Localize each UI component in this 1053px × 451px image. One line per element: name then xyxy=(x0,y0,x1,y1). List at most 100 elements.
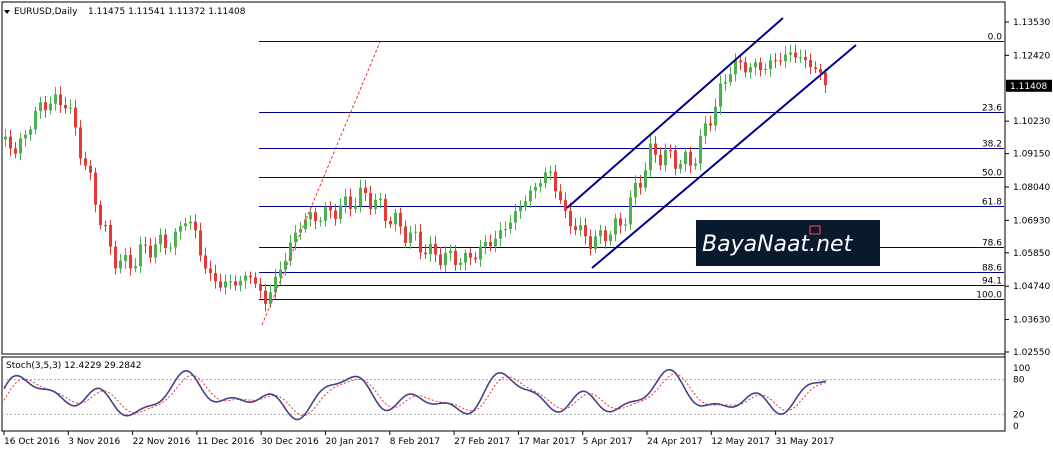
candle xyxy=(734,53,737,82)
candle xyxy=(159,228,162,253)
candle xyxy=(244,271,247,289)
candle xyxy=(204,247,207,274)
candle xyxy=(594,230,597,254)
price-tick-label: 1.04740 xyxy=(1013,282,1050,292)
candle xyxy=(624,218,627,232)
candle xyxy=(239,275,242,292)
candle xyxy=(299,222,302,240)
fib-level-label: 61.8 xyxy=(982,198,1002,208)
price-tick-label: 1.05850 xyxy=(1013,249,1050,259)
candle xyxy=(769,53,772,77)
stoch-label: Stoch(3,5,3) 12.4229 29.2842 xyxy=(6,361,141,371)
candle xyxy=(329,201,332,219)
date-tick-label: 31 May 2017 xyxy=(776,437,835,447)
stochastic-indicator: Stoch(3,5,3) 12.4229 29.2842 100 80 20 0 xyxy=(2,361,1030,432)
candle xyxy=(229,274,232,290)
candle xyxy=(709,115,712,132)
candle xyxy=(579,217,582,237)
candle xyxy=(739,54,742,71)
date-tick-label: 20 Jan 2017 xyxy=(326,437,380,447)
candle xyxy=(144,236,147,254)
candle xyxy=(599,224,602,245)
candle xyxy=(574,218,577,236)
ohlc-values: 1.11475 1.11541 1.11372 1.11408 xyxy=(88,7,246,17)
collapse-arrow-icon[interactable] xyxy=(4,10,10,14)
candle xyxy=(789,44,792,63)
candle xyxy=(459,258,462,271)
trend-channel[interactable] xyxy=(261,17,857,326)
watermark-logo: BayaNaat.net xyxy=(696,220,880,266)
candle xyxy=(414,224,417,241)
channel-lower-line[interactable] xyxy=(591,44,857,269)
candle xyxy=(199,222,202,262)
price-tick-label: 1.06930 xyxy=(1013,216,1050,226)
candle xyxy=(479,239,482,267)
candle xyxy=(49,96,52,115)
candle xyxy=(554,164,557,199)
candle xyxy=(24,130,27,147)
candle xyxy=(304,213,307,233)
price-axis: 1.13530 1.12420 1.11408 1.10230 1.09150 1.080… xyxy=(1005,18,1052,358)
candle xyxy=(314,207,317,230)
candle xyxy=(334,204,337,226)
fib-base-dashed-line[interactable] xyxy=(261,41,381,326)
candle xyxy=(634,175,637,206)
date-tick-label: 24 Apr 2017 xyxy=(647,437,703,447)
stoch-signal-line xyxy=(3,373,827,417)
candle xyxy=(184,217,187,231)
candle xyxy=(514,204,517,231)
candle xyxy=(294,225,297,251)
fib-level-label: 88.6 xyxy=(982,264,1002,274)
watermark-text: BayaNaat.net xyxy=(702,232,854,257)
candle xyxy=(14,142,17,159)
price-tick-label: 1.13530 xyxy=(1013,18,1050,28)
candle xyxy=(134,258,137,273)
candle xyxy=(674,145,677,176)
candle xyxy=(584,217,587,245)
price-tick-label: 1.02550 xyxy=(1013,348,1050,358)
candle xyxy=(214,264,217,289)
candle xyxy=(659,147,662,171)
candle xyxy=(474,252,477,264)
candle xyxy=(544,167,547,189)
candle xyxy=(729,66,732,86)
stoch-level-label: 100 xyxy=(1013,364,1030,374)
candle xyxy=(129,247,132,276)
candle xyxy=(164,229,167,255)
candle xyxy=(274,268,277,299)
candle xyxy=(484,234,487,255)
fib-level-label: 50.0 xyxy=(982,169,1002,179)
candle xyxy=(59,86,62,114)
candle xyxy=(534,182,537,199)
candlestick-series xyxy=(4,44,827,312)
candle xyxy=(29,125,32,141)
candle xyxy=(449,244,452,262)
candle xyxy=(104,220,107,232)
channel-upper-line[interactable] xyxy=(566,17,784,209)
candle xyxy=(669,144,672,159)
price-tick-label: 1.12420 xyxy=(1013,51,1050,61)
candle xyxy=(604,225,607,249)
candle xyxy=(764,63,767,75)
fib-level-label: 0.0 xyxy=(988,33,1003,43)
candle xyxy=(149,238,152,263)
candle xyxy=(209,260,212,281)
candle xyxy=(89,159,92,181)
candle xyxy=(559,184,562,204)
candle xyxy=(529,185,532,209)
candle xyxy=(679,159,682,174)
candle xyxy=(509,214,512,234)
candle xyxy=(359,179,362,213)
candle xyxy=(804,49,807,69)
candle xyxy=(424,244,427,259)
candle xyxy=(719,75,722,115)
fib-level-label: 23.6 xyxy=(982,104,1002,114)
candle xyxy=(119,254,122,274)
candle xyxy=(464,249,467,271)
date-tick-label: 16 Oct 2016 xyxy=(4,437,60,447)
candle xyxy=(169,242,172,253)
current-price-label: 1.11408 xyxy=(1010,82,1047,92)
date-axis: 16 Oct 2016 3 Nov 2016 22 Nov 2016 11 Dec 2… xyxy=(3,431,835,447)
price-tick-label: 1.08040 xyxy=(1013,183,1050,193)
